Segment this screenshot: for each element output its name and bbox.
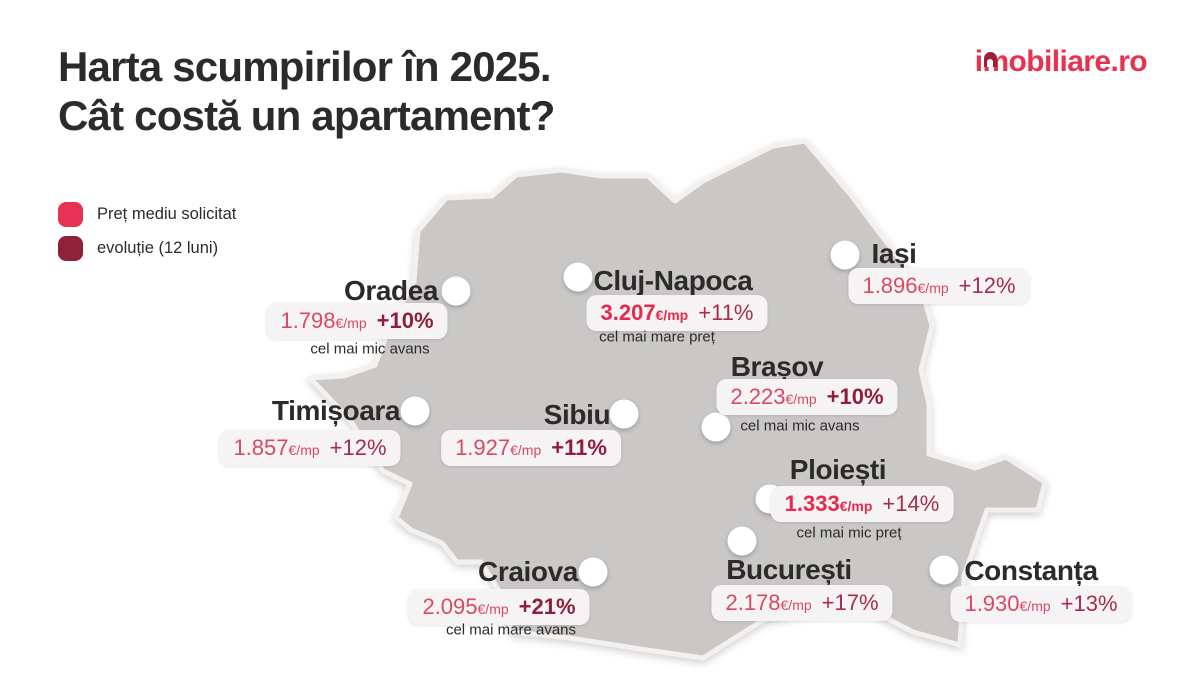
city-marker-dot bbox=[929, 555, 959, 585]
city-name-label: Brașov bbox=[730, 351, 824, 382]
city-change-value: +21% bbox=[518, 594, 576, 619]
legend: Preț mediu solicitat evoluție (12 luni) bbox=[58, 202, 236, 270]
legend-price-label: Preț mediu solicitat bbox=[97, 205, 237, 223]
city-price-value: 1.927€/mp bbox=[455, 435, 541, 461]
city-price-number: 3.207 bbox=[600, 300, 656, 325]
city-price-value: 1.798€/mp bbox=[280, 308, 366, 334]
city-price-number: 1.798 bbox=[280, 308, 336, 333]
city-name-label: Craiova bbox=[478, 556, 578, 587]
city-price-pill: 3.207€/mp +11% bbox=[586, 295, 768, 331]
imobiliare-logo: imobiliare.ro bbox=[974, 45, 1148, 79]
city-price-unit: €/mp bbox=[780, 597, 812, 613]
city-change-value: +12% bbox=[958, 273, 1016, 298]
city-price-pill: 1.930€/mp +13% bbox=[950, 586, 1132, 622]
city-price-number: 1.333 bbox=[784, 491, 840, 516]
page-title-line2: Cât costă un apartament? bbox=[58, 92, 555, 140]
city-price-number: 2.178 bbox=[725, 590, 781, 615]
city-price-value: 2.223€/mp bbox=[730, 384, 816, 410]
city-price-value: 2.095€/mp bbox=[422, 594, 508, 620]
city-name-label: București bbox=[726, 554, 852, 585]
city-price-pill: 1.798€/mp +10% bbox=[266, 303, 448, 339]
city-price-number: 2.223 bbox=[730, 384, 786, 409]
city-price-unit: €/mp bbox=[510, 442, 542, 458]
city-price-value: 3.207€/mp bbox=[601, 300, 689, 326]
city-note-label: cel mai mare preț bbox=[599, 328, 715, 346]
city-price-value: 1.930€/mp bbox=[964, 591, 1050, 617]
city-note-label: cel mai mic avans bbox=[740, 417, 860, 435]
city-name-label: Timișoara bbox=[271, 395, 401, 426]
city-price-unit: €/mp bbox=[917, 280, 949, 296]
city-change-value: +11% bbox=[698, 300, 754, 325]
city-price-value: 1.857€/mp bbox=[233, 435, 319, 461]
legend-change-swatch-icon bbox=[58, 236, 83, 261]
city-price-number: 1.927 bbox=[455, 435, 511, 460]
city-price-unit: €/mp bbox=[785, 391, 817, 407]
city-price-unit: €/mp bbox=[288, 442, 320, 458]
city-marker-dot bbox=[441, 276, 471, 306]
city-name-label: Ploiești bbox=[789, 454, 887, 485]
city-price-pill: 1.927€/mp +11% bbox=[441, 430, 621, 466]
city-price-unit: €/mp bbox=[655, 307, 689, 323]
city-price-number: 2.095 bbox=[422, 594, 478, 619]
city-price-pill: 2.223€/mp +10% bbox=[716, 379, 898, 415]
imobiliare-logo-text: imobiliare.ro bbox=[974, 45, 1148, 78]
legend-item-change: evoluție (12 luni) bbox=[58, 236, 236, 261]
city-change-value: +13% bbox=[1060, 591, 1118, 616]
legend-change-label: evoluție (12 luni) bbox=[97, 239, 219, 257]
city-name-label: Sibiu bbox=[543, 399, 611, 430]
city-price-value: 2.178€/mp bbox=[725, 590, 811, 616]
city-price-unit: €/mp bbox=[1019, 598, 1051, 614]
city-marker-dot bbox=[563, 262, 593, 292]
city-change-value: +17% bbox=[821, 590, 879, 615]
city-marker-dot bbox=[609, 399, 639, 429]
city-change-value: +10% bbox=[826, 384, 884, 409]
city-change-value: +11% bbox=[551, 435, 607, 460]
city-marker-dot bbox=[830, 240, 860, 270]
city-note-label: cel mai mic avans bbox=[310, 340, 430, 358]
city-change-value: +14% bbox=[882, 491, 940, 516]
city-name-label: Iași bbox=[871, 238, 917, 269]
city-price-value: 1.333€/mp bbox=[785, 491, 873, 517]
city-price-unit: €/mp bbox=[839, 498, 873, 514]
logo-house-roof-icon bbox=[983, 52, 997, 67]
city-marker-dot bbox=[400, 396, 430, 426]
city-marker-dot bbox=[727, 526, 757, 556]
city-change-value: +10% bbox=[376, 308, 434, 333]
legend-item-price: Preț mediu solicitat bbox=[58, 202, 236, 227]
legend-price-swatch-icon bbox=[58, 202, 83, 227]
city-price-pill: 1.857€/mp +12% bbox=[219, 430, 401, 466]
city-name-label: Cluj-Napoca bbox=[593, 265, 753, 296]
city-marker-dot bbox=[701, 412, 731, 442]
city-price-pill: 1.896€/mp +12% bbox=[848, 268, 1030, 304]
city-price-unit: €/mp bbox=[335, 315, 367, 331]
city-price-value: 1.896€/mp bbox=[862, 273, 948, 299]
city-note-label: cel mai mic preț bbox=[796, 524, 902, 542]
page-title-line1: Harta scumpirilor în 2025. bbox=[58, 43, 552, 90]
city-price-number: 1.857 bbox=[233, 435, 289, 460]
city-price-pill: 2.095€/mp +21% bbox=[408, 589, 590, 625]
city-note-label: cel mai mare avans bbox=[445, 621, 577, 639]
city-price-unit: €/mp bbox=[477, 601, 509, 617]
city-change-value: +12% bbox=[329, 435, 387, 460]
city-price-number: 1.896 bbox=[862, 273, 918, 298]
city-price-pill: 2.178€/mp +17% bbox=[711, 585, 893, 621]
city-marker-dot bbox=[578, 557, 608, 587]
page-title: Harta scumpirilor în 2025. Cât costă un … bbox=[58, 42, 555, 140]
city-price-number: 1.930 bbox=[964, 591, 1020, 616]
city-name-label: Constanța bbox=[964, 555, 1098, 586]
city-price-pill: 1.333€/mp +14% bbox=[770, 486, 954, 522]
city-name-label: Oradea bbox=[343, 275, 439, 306]
